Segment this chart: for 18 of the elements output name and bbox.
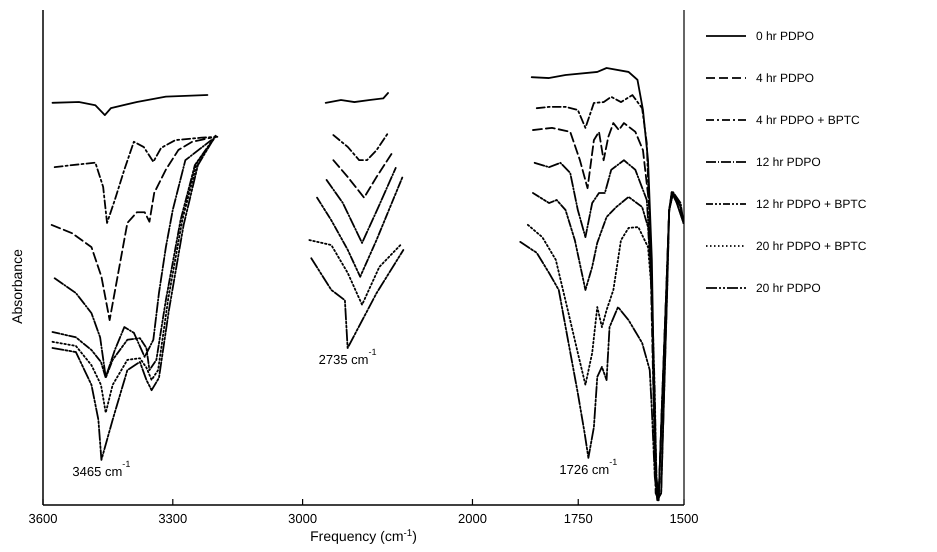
annotation: 3465 cm$^{-1}$: [72, 459, 130, 478]
x-tick-label: 3600: [28, 511, 58, 526]
legend-label: 12 hr PDPO: [756, 155, 821, 169]
legend-label: 12 hr PDPO + BPTC: [756, 197, 867, 211]
annotation: 1726 cm$^{-1}$: [559, 457, 618, 476]
annotation: 2735 cm$^{-1}$: [318, 347, 377, 367]
x-tick-label: 1500: [670, 511, 698, 526]
x-tick-label: 3300: [158, 511, 188, 526]
legend-label: 0 hr PDPO: [756, 29, 814, 43]
x-tick-label: 3000: [288, 511, 318, 526]
legend-label: 4 hr PDPO: [756, 71, 814, 85]
legend-label: 4 hr PDPO + BPTC: [756, 113, 860, 127]
y-axis-title: Absorbance: [9, 248, 25, 324]
x-tick-label: 2000: [458, 511, 487, 526]
legend-label: 20 hr PDPO: [756, 281, 821, 295]
x-axis-title: Frequency (cm$^{-1}$): [310, 528, 417, 544]
x-tick-label: 1750: [564, 511, 593, 526]
legend-label: 20 hr PDPO + BPTC: [756, 239, 867, 253]
